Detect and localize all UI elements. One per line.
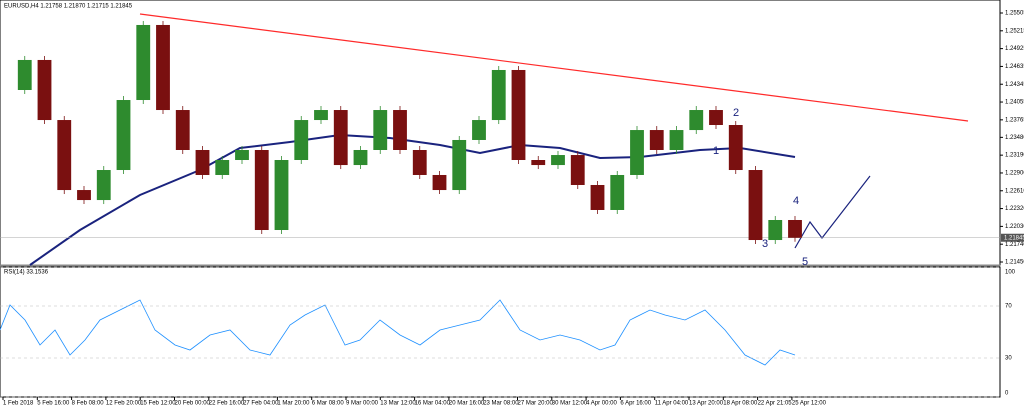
rsi-tick-label: 100	[1005, 270, 1016, 276]
x-tick-label: 13 Mar 12:00	[380, 401, 416, 407]
candle	[432, 174, 447, 191]
x-tick-label: 23 Mar 08:00	[483, 401, 519, 407]
x-tick-label: 1 Feb 2018	[3, 401, 34, 407]
current-price-label: 1.21845	[1004, 235, 1024, 241]
y-tick-label: 1.22030	[1005, 224, 1024, 230]
wave-label: 3	[762, 238, 768, 250]
rsi-tick-label: 30	[1005, 356, 1012, 362]
x-tick-label: 22 Apr 21:05	[758, 401, 793, 407]
y-tick-label: 1.24925	[1005, 46, 1024, 52]
candle	[37, 59, 52, 121]
candle	[748, 170, 763, 241]
candle	[551, 155, 565, 166]
candle	[472, 120, 486, 140]
candle	[570, 155, 585, 185]
candle	[689, 110, 704, 131]
candle	[669, 130, 684, 150]
candle	[274, 160, 289, 231]
y-tick-label: 1.25505	[1005, 11, 1024, 17]
candle	[215, 160, 230, 175]
x-tick-label: 5 Feb 16:00	[37, 401, 70, 407]
wave-label: 1	[713, 145, 719, 157]
candle	[531, 160, 546, 166]
y-tick-label: 1.21450	[1005, 260, 1024, 266]
x-tick-label: 1 Mar 20:00	[277, 401, 310, 407]
candle	[235, 149, 249, 161]
candle	[17, 59, 32, 91]
rsi-label: RSI(14) 33.1536	[4, 270, 49, 276]
x-tick-label: 11 Apr 04:00	[655, 401, 689, 407]
x-tick-label: 22 Feb 16:00	[209, 401, 245, 407]
candle	[630, 130, 644, 175]
y-tick-label: 1.25215	[1005, 28, 1024, 34]
candle	[294, 120, 309, 161]
candle	[195, 149, 210, 175]
header: EURUSD,H4 1.21758 1.21870 1.21715 1.2184…	[4, 4, 133, 10]
candle	[709, 110, 723, 126]
y-tick-label: 1.22900	[1005, 171, 1024, 177]
x-tick-label: 6 Apr 16:00	[620, 401, 651, 407]
candle	[254, 149, 269, 231]
candle	[116, 100, 131, 171]
trendline	[139, 13, 969, 122]
wave-label: 5	[802, 256, 808, 268]
candle	[57, 120, 72, 191]
candle	[649, 130, 664, 150]
candle	[768, 219, 783, 241]
rsi-tick-label: 70	[1005, 304, 1012, 310]
y-tick-label: 1.24635	[1005, 64, 1024, 70]
x-tick-label: 20 Feb 00:00	[175, 401, 211, 407]
wave-label: 4	[793, 195, 799, 207]
candle	[590, 184, 605, 210]
rsi-panel	[0, 266, 1001, 398]
wave-label: 2	[733, 107, 739, 119]
x-tick-label: 12 Feb 20:00	[106, 401, 142, 407]
candle	[491, 69, 506, 121]
candle	[511, 69, 526, 161]
current-price-box	[1001, 233, 1024, 242]
x-tick-label: 27 Mar 20:00	[518, 401, 554, 407]
candle	[393, 110, 407, 150]
x-tick-label: 6 Mar 08:00	[312, 401, 345, 407]
x-tick-label: 4 Apr 00:00	[586, 401, 617, 407]
candle	[175, 110, 190, 150]
x-tick-label: 27 Feb 04:00	[243, 401, 279, 407]
candle	[136, 24, 151, 101]
candle	[333, 110, 348, 166]
x-tick-label: 8 Feb 08:00	[72, 401, 105, 407]
x-tick-label: 16 Mar 04:00	[415, 401, 451, 407]
y-tick-label: 1.22320	[1005, 206, 1024, 212]
candle	[373, 110, 388, 150]
x-tick-label: 13 Apr 20:00	[689, 401, 724, 407]
x-tick-label: 18 Apr 08:00	[723, 401, 758, 407]
y-tick-label: 1.21740	[1005, 242, 1024, 248]
candle	[156, 24, 170, 111]
x-tick-label: 15 Feb 12:00	[140, 401, 176, 407]
x-tick-label: 20 Mar 16:00	[449, 401, 485, 407]
y-tick-label: 1.24345	[1005, 82, 1024, 88]
candle	[728, 125, 743, 171]
candle	[77, 190, 91, 201]
candle	[314, 110, 328, 121]
moving-average	[29, 133, 796, 266]
y-tick-label: 1.23480	[1005, 135, 1024, 141]
candle	[610, 174, 625, 210]
y-tick-label: 1.23765	[1005, 117, 1024, 123]
candle	[96, 170, 111, 201]
x-tick-label: 25 Apr 12:00	[792, 401, 827, 407]
x-tick-label: 30 Mar 12:00	[552, 401, 588, 407]
y-tick-label: 1.24055	[1005, 100, 1024, 106]
rsi-line	[0, 299, 796, 366]
candle	[353, 149, 368, 166]
rsi-tick-label: 0	[1005, 391, 1009, 397]
projection	[794, 175, 871, 249]
y-tick-label: 1.23190	[1005, 153, 1024, 159]
y-tick-label: 1.22610	[1005, 188, 1024, 194]
x-tick-label: 9 Mar 00:00	[346, 401, 379, 407]
candle	[788, 219, 802, 238]
candle	[412, 149, 427, 175]
candle	[452, 139, 467, 191]
